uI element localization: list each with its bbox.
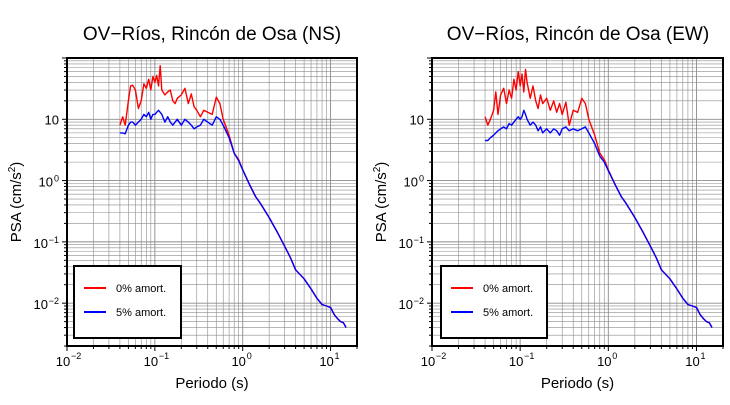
chart-title: OV−Ríos, Rincón de Osa (NS) bbox=[83, 24, 341, 45]
x-tick-label-base: 10 bbox=[319, 354, 333, 369]
y-tick-label-base: 10 bbox=[34, 297, 48, 312]
y-tick-label-base: 10 bbox=[399, 236, 413, 251]
x-tick-label-base: 10 bbox=[685, 354, 699, 369]
y-tick-label-exponent: −1 bbox=[414, 235, 424, 245]
y-tick-label: 010 bbox=[404, 174, 424, 190]
y-axis-label-main: PSA (cm/s bbox=[8, 172, 25, 242]
y-tick-label-exponent: −1 bbox=[49, 235, 59, 245]
y-tick-label-base: 10 bbox=[39, 175, 53, 190]
x-tick-label-exponent: 1 bbox=[700, 351, 705, 361]
x-tick-label-exponent: −2 bbox=[436, 351, 446, 361]
series-line-amort-5 bbox=[485, 109, 713, 328]
chart-title: OV−Ríos, Rincón de Osa (EW) bbox=[447, 24, 709, 45]
legend-box bbox=[73, 265, 182, 339]
legend-label: 0% amort. bbox=[116, 283, 166, 295]
legend-label: 5% amort. bbox=[116, 307, 166, 319]
x-tick-label-exponent: −1 bbox=[524, 351, 534, 361]
y-tick-label-base: 10 bbox=[34, 236, 48, 251]
legend-label: 0% amort. bbox=[483, 283, 533, 295]
y-tick-label: 10 bbox=[410, 112, 424, 127]
y-tick-label: −110 bbox=[34, 235, 59, 251]
legend-item: 0% amort. bbox=[451, 283, 533, 295]
x-tick-label-base: 10 bbox=[597, 354, 611, 369]
y-axis-label-close: ) bbox=[373, 162, 390, 167]
x-tick-label: 10 1 bbox=[685, 351, 705, 369]
y-tick-label-exponent: 0 bbox=[54, 174, 59, 184]
y-axis-label: PSA (cm/s2) bbox=[372, 162, 390, 243]
x-axis-label: Periodo (s) bbox=[175, 375, 248, 392]
x-tick-label: 10 −2 bbox=[421, 351, 447, 369]
x-tick-label-base: 10 bbox=[144, 354, 158, 369]
legend: 0% amort. 5% amort. bbox=[73, 265, 182, 339]
y-axis-label-main: PSA (cm/s bbox=[373, 172, 390, 242]
x-tick-label: 10 1 bbox=[319, 351, 339, 369]
y-tick-label-exponent: −2 bbox=[49, 296, 59, 306]
series-group bbox=[484, 68, 713, 328]
x-tick-label-base: 10 bbox=[56, 354, 70, 369]
legend-item: 0% amort. bbox=[84, 283, 166, 295]
y-tick-label: 10 bbox=[45, 112, 59, 127]
y-tick-label: −210 bbox=[34, 296, 59, 312]
plot-frame bbox=[431, 57, 724, 347]
x-tick-label: 10 −1 bbox=[509, 351, 535, 369]
x-tick-label-exponent: 0 bbox=[247, 351, 252, 361]
y-tick-label-base: 10 bbox=[399, 297, 413, 312]
x-tick-label: 10 0 bbox=[597, 351, 617, 369]
y-axis-label-superscript: 2 bbox=[7, 166, 18, 172]
y-tick-label-base: 10 bbox=[410, 112, 424, 127]
x-tick-label: 10 −1 bbox=[144, 351, 170, 369]
series-group bbox=[119, 64, 347, 328]
y-axis-label-superscript: 2 bbox=[372, 166, 383, 172]
x-tick-label-base: 10 bbox=[231, 354, 245, 369]
legend: 0% amort. 5% amort. bbox=[440, 265, 548, 339]
tick-marks bbox=[427, 57, 724, 351]
legend-box bbox=[440, 265, 548, 339]
x-tick-label-exponent: −2 bbox=[71, 351, 81, 361]
y-tick-label: −210 bbox=[399, 296, 424, 312]
y-tick-label-exponent: −2 bbox=[414, 296, 424, 306]
y-axis-label: PSA (cm/s2) bbox=[7, 162, 25, 243]
y-tick-label-exponent: 0 bbox=[419, 174, 424, 184]
x-tick-label-base: 10 bbox=[421, 354, 435, 369]
y-tick-label-base: 10 bbox=[45, 112, 59, 127]
x-tick-label-base: 10 bbox=[509, 354, 523, 369]
legend-label: 5% amort. bbox=[483, 307, 533, 319]
tick-marks bbox=[62, 57, 358, 351]
legend-item: 5% amort. bbox=[451, 307, 533, 319]
y-tick-label-base: 10 bbox=[404, 175, 418, 190]
x-tick-label: 10 −2 bbox=[56, 351, 82, 369]
y-tick-label: −110 bbox=[399, 235, 424, 251]
plot-frame bbox=[66, 57, 358, 347]
x-tick-label-exponent: 0 bbox=[612, 351, 617, 361]
x-tick-label-exponent: −1 bbox=[159, 351, 169, 361]
x-tick-label: 10 0 bbox=[231, 351, 251, 369]
legend-item: 5% amort. bbox=[84, 307, 166, 319]
series-line-amort-5 bbox=[119, 109, 347, 328]
x-axis-label: Periodo (s) bbox=[541, 375, 614, 392]
x-tick-label-exponent: 1 bbox=[335, 351, 340, 361]
y-tick-label: 010 bbox=[39, 174, 59, 190]
y-axis-label-close: ) bbox=[8, 162, 25, 167]
